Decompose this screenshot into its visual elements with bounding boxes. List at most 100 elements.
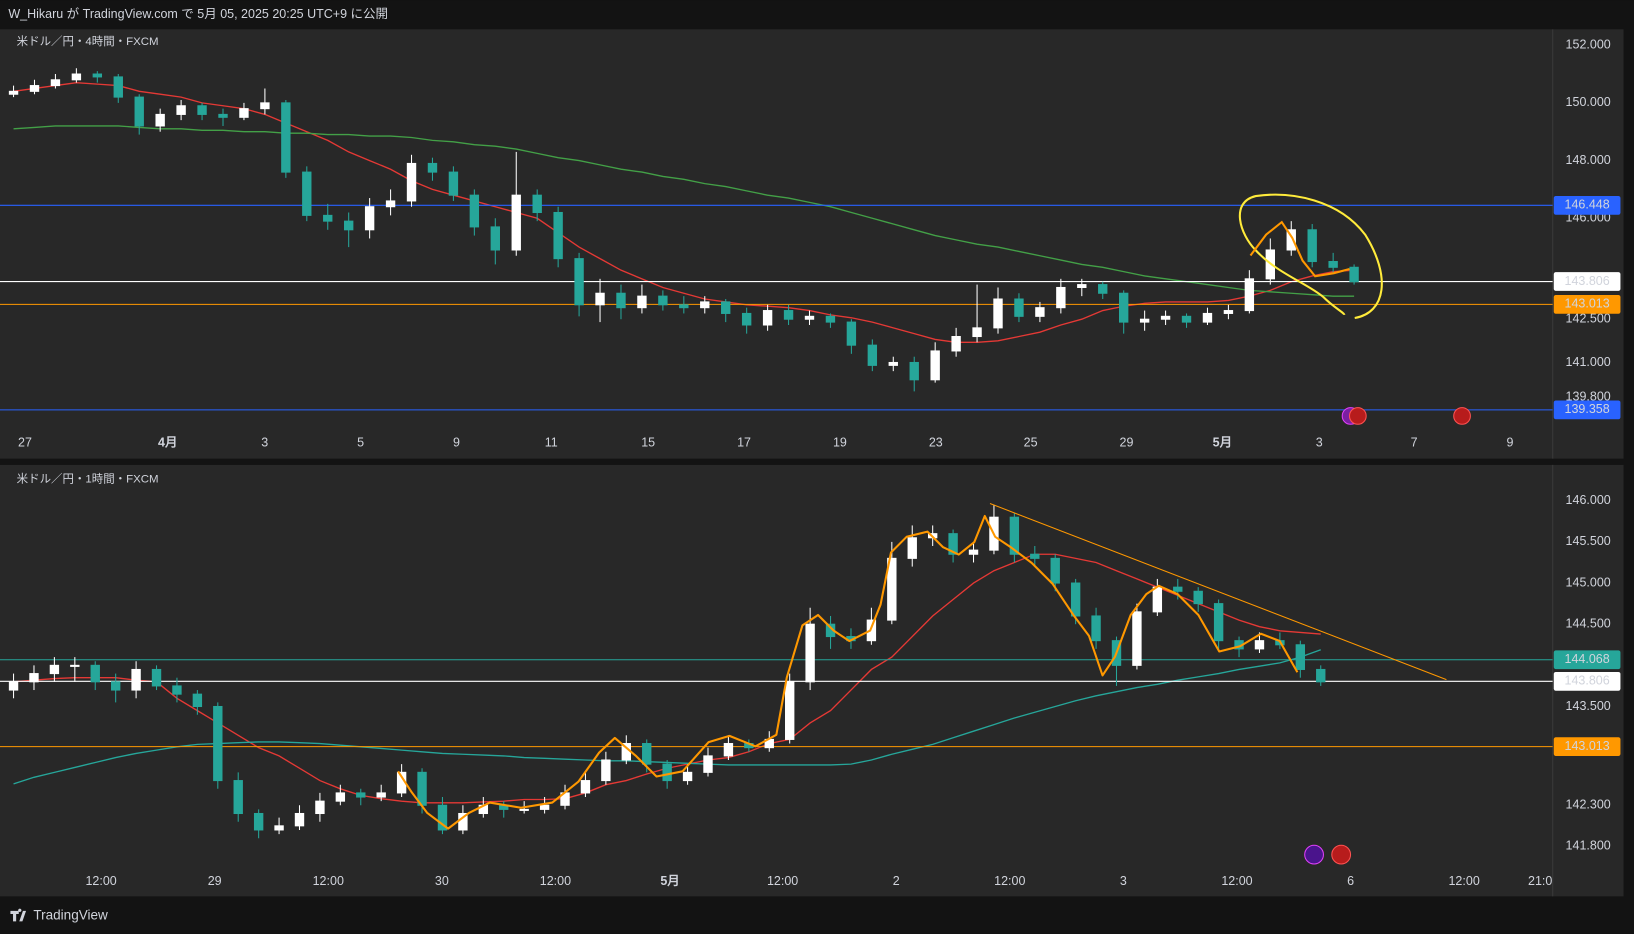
candle-body xyxy=(1254,640,1265,650)
header-title: W_Hikaru が TradingView.com で 5月 05, 2025… xyxy=(8,6,388,21)
candle-body xyxy=(469,194,480,228)
x-tick-label: 25 xyxy=(1024,435,1038,449)
y-tick-label: 145.500 xyxy=(1566,534,1611,548)
candle-body xyxy=(417,771,427,806)
candle-body xyxy=(930,350,940,381)
candle-body xyxy=(951,335,961,352)
x-tick-label: 4月 xyxy=(158,435,177,449)
y-tick-label: 145.000 xyxy=(1566,575,1611,589)
y-tick-label: 141.000 xyxy=(1566,355,1611,369)
candle-body xyxy=(574,258,584,306)
candle-body xyxy=(703,755,713,773)
candle-body xyxy=(8,681,19,691)
candle-body xyxy=(595,292,605,306)
candle-body xyxy=(176,105,186,115)
x-tick-label: 12:00 xyxy=(540,874,571,888)
candle-body xyxy=(151,668,162,687)
candle-body xyxy=(867,344,878,366)
chart-title: 米ドル／円・4時間・FXCM xyxy=(17,35,159,48)
candle-body xyxy=(302,171,312,216)
candle-body xyxy=(642,743,652,765)
x-tick-label: 23 xyxy=(929,435,943,449)
candle-body xyxy=(887,557,897,621)
y-tick-label: 142.500 xyxy=(1566,312,1611,326)
x-tick-label: 29 xyxy=(208,874,222,888)
candle-body xyxy=(335,792,346,802)
candle-body xyxy=(113,76,123,98)
candle-body xyxy=(721,301,731,314)
candle-body xyxy=(1035,307,1045,317)
price-label-box xyxy=(1553,295,1621,314)
candle-body xyxy=(1014,298,1024,317)
candle-body xyxy=(907,537,917,559)
price-label-box xyxy=(1553,195,1621,215)
candle-body xyxy=(700,301,710,309)
candle-body xyxy=(511,194,521,251)
x-tick-label: 5 xyxy=(357,435,364,449)
candle-body xyxy=(110,681,121,691)
candle-body xyxy=(356,792,366,798)
candle-body xyxy=(1118,292,1129,323)
pane-top xyxy=(0,29,1624,459)
candle-body xyxy=(427,162,438,173)
candle-body xyxy=(1009,516,1020,555)
candle-body xyxy=(192,693,203,708)
x-tick-label: 15 xyxy=(641,435,655,449)
candle-body xyxy=(385,200,396,208)
candle-body xyxy=(804,315,815,320)
candle-body xyxy=(1286,229,1296,251)
x-tick-label: 7 xyxy=(1411,435,1418,449)
x-tick-label: 30 xyxy=(435,874,449,888)
y-tick-label: 143.500 xyxy=(1566,699,1611,713)
candle-body xyxy=(1316,668,1326,683)
candle-body xyxy=(948,533,958,555)
candle-body xyxy=(539,804,550,810)
moving-average xyxy=(13,82,1355,343)
moving-average xyxy=(13,125,1355,297)
event-icons xyxy=(1304,407,1471,865)
candle-body xyxy=(658,295,668,306)
x-tick-label: 2 xyxy=(893,874,900,888)
candle-body xyxy=(723,743,734,757)
y-tick-label: 142.300 xyxy=(1566,798,1611,812)
x-tick-label: 17 xyxy=(737,435,751,449)
candle-body xyxy=(805,623,815,683)
candle-body xyxy=(315,800,325,815)
candle-body xyxy=(553,211,563,260)
candle-body xyxy=(580,780,591,794)
x-tick-label: 12:00 xyxy=(1221,874,1252,888)
candle-body xyxy=(376,792,386,798)
y-tick-label: 146.000 xyxy=(1566,493,1611,507)
candle-body xyxy=(1307,229,1317,263)
candle-body xyxy=(155,113,165,127)
candle-body xyxy=(1181,315,1192,323)
price-label-box xyxy=(1553,737,1621,756)
x-tick-label: 6 xyxy=(1347,874,1354,888)
x-tick-label: 12:00 xyxy=(767,874,798,888)
x-tick-label: 12:00 xyxy=(85,874,116,888)
candle-body xyxy=(762,310,773,326)
candle-body xyxy=(616,292,626,309)
candle-body xyxy=(1160,315,1171,320)
y-tick-label: 141.800 xyxy=(1566,839,1611,853)
candle-body xyxy=(253,812,264,831)
candle-body xyxy=(260,102,270,110)
x-tick-label: 9 xyxy=(1507,435,1514,449)
candle-body xyxy=(294,812,305,827)
x-tick-label: 5月 xyxy=(660,874,679,888)
candle-body xyxy=(1295,644,1306,670)
candle-body xyxy=(637,295,647,309)
candle-body xyxy=(972,327,982,338)
candle-body xyxy=(888,361,898,366)
price-label: 143.806 xyxy=(1565,674,1610,688)
x-tick-label: 3 xyxy=(261,435,268,449)
plot-area xyxy=(0,504,1553,839)
price-label: 143.806 xyxy=(1565,274,1610,288)
x-tick-label: 12:00 xyxy=(994,874,1025,888)
x-tick-label: 19 xyxy=(833,435,847,449)
candle-body xyxy=(213,705,223,782)
candle-body xyxy=(364,206,375,231)
candle-body xyxy=(406,162,417,202)
candle-body xyxy=(846,321,857,346)
